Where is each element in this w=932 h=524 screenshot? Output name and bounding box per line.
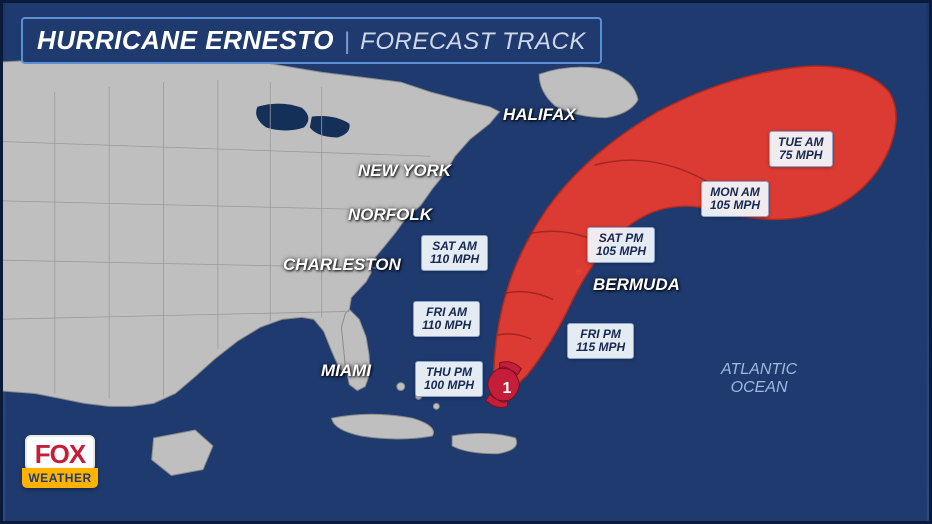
forecast-wind: 110 MPH	[430, 253, 479, 266]
city-label: BERMUDA	[593, 275, 680, 295]
forecast-box: FRI PM115 MPH	[567, 323, 634, 359]
forecast-wind: 75 MPH	[778, 149, 824, 162]
city-label: NEW YORK	[358, 161, 451, 181]
forecast-wind: 115 MPH	[576, 341, 625, 354]
city-label: CHARLESTON	[283, 255, 401, 275]
hurricane-category: 1	[503, 380, 512, 398]
forecast-box: FRI AM110 MPH	[413, 301, 480, 337]
title-sub: FORECAST TRACK	[360, 28, 586, 56]
logo-top: FOX	[25, 435, 95, 471]
title-divider: |	[344, 28, 350, 56]
city-label: HALIFAX	[503, 105, 576, 125]
title-bar: HURRICANE ERNESTO | FORECAST TRACK	[21, 17, 602, 64]
ocean-label: ATLANTIC OCEAN	[721, 361, 797, 396]
forecast-wind: 105 MPH	[596, 245, 646, 258]
ocean-label-line1: ATLANTIC	[721, 361, 797, 379]
title-main: HURRICANE ERNESTO	[37, 25, 334, 56]
forecast-wind: 105 MPH	[710, 199, 760, 212]
logo-bottom: WEATHER	[22, 468, 97, 488]
forecast-wind: 100 MPH	[424, 379, 474, 392]
forecast-box: THU PM100 MPH	[415, 361, 483, 397]
fox-weather-logo: FOX WEATHER	[17, 435, 103, 507]
forecast-box: SAT AM110 MPH	[421, 235, 488, 271]
forecast-box: SAT PM105 MPH	[587, 227, 655, 263]
ocean-label-line2: OCEAN	[721, 379, 797, 397]
city-label: NORFOLK	[348, 205, 432, 225]
city-label: MIAMI	[321, 361, 371, 381]
forecast-map-container: HURRICANE ERNESTO | FORECAST TRACK HALIF…	[0, 0, 932, 524]
forecast-box: MON AM105 MPH	[701, 181, 769, 217]
forecast-box: TUE AM75 MPH	[769, 131, 833, 167]
forecast-wind: 110 MPH	[422, 319, 471, 332]
